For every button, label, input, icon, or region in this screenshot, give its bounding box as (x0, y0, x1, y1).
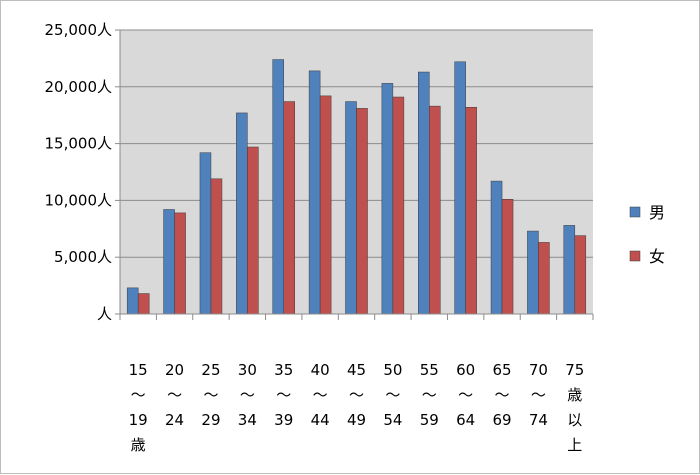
x-tick-label: 50 〜 54 (383, 361, 402, 429)
x-tick-label-line: 〜 (131, 386, 146, 404)
x-tick-label-line: 49 (347, 411, 366, 429)
x-tick-label-line: 15 (129, 361, 148, 379)
y-tick-label: 5,000人 (54, 248, 112, 266)
x-tick-label-line: 29 (201, 411, 220, 429)
y-tick-label: 10,000人 (45, 191, 113, 209)
y-tick-label: 25,000人 (45, 21, 113, 39)
bar-女-7 (392, 96, 405, 315)
x-tick-label-line: 69 (492, 411, 511, 429)
x-tick-label-line: 64 (456, 411, 475, 429)
x-tick-label-line: 〜 (349, 386, 364, 404)
x-tick-label-line: 歳 (567, 386, 582, 404)
bar-男-2 (199, 152, 212, 315)
x-tick-label-line: 〜 (240, 386, 255, 404)
x-tick-label-line: 以 (567, 411, 582, 429)
x-tick-label-line: 〜 (385, 386, 400, 404)
x-tick-label-line: 〜 (531, 386, 546, 404)
x-tick-label: 40 〜 44 (311, 361, 330, 429)
bar-男-6 (345, 101, 357, 315)
x-tick-label-line: 30 (238, 361, 257, 379)
x-tick-label-line: 65 (492, 361, 511, 379)
x-tick-labels: 15〜19歳20〜2425〜2930〜3435〜3940〜4445〜4950〜5… (129, 361, 585, 454)
x-tick-label-line: 59 (420, 411, 439, 429)
x-tick-label: 30 〜 34 (238, 361, 257, 429)
bar-男-1 (163, 209, 175, 315)
bar-男-11 (527, 230, 539, 315)
x-tick-label-line: 〜 (495, 386, 510, 404)
x-tick-label-line: 24 (165, 411, 184, 429)
x-tick-label-line: 20 (165, 361, 184, 379)
x-tick-label-line: 〜 (422, 386, 437, 404)
bar-男-7 (381, 83, 394, 315)
x-tick-label: 20 〜 24 (165, 361, 184, 429)
x-tick-label-line: 〜 (167, 386, 182, 404)
bar-女-10 (501, 199, 514, 315)
x-tick-label-line: 〜 (203, 386, 218, 404)
x-tick-label: 25 〜 29 (201, 361, 220, 429)
y-tick-label: 20,000人 (45, 78, 113, 96)
x-tick-label: 60 〜 64 (456, 361, 475, 429)
legend-swatch (629, 206, 641, 218)
bar-女-5 (319, 95, 332, 315)
y-tick-label: 人 (97, 305, 112, 323)
y-tick-labels: 人 5,000人 10,000人 15,000人 20,000人 25,000人 (45, 21, 113, 323)
bar-女-2 (210, 178, 223, 315)
x-tick-label-line: 54 (383, 411, 402, 429)
bar-女-8 (429, 105, 441, 315)
x-tick-label-line: 40 (311, 361, 330, 379)
bar-女-6 (356, 108, 368, 315)
x-tick-label-line: 〜 (276, 386, 291, 404)
bar-男-0 (126, 287, 139, 315)
bar-男-5 (308, 70, 321, 315)
x-tick-label-line: 45 (347, 361, 366, 379)
bar-女-11 (538, 242, 550, 315)
bar-男-10 (490, 180, 503, 315)
x-tick-label-line: 39 (274, 411, 293, 429)
x-tick-label-line: 74 (529, 411, 548, 429)
bar-男-4 (272, 59, 284, 315)
legend-swatch (629, 250, 641, 262)
x-tick-label-line: 60 (456, 361, 475, 379)
bar-女-12 (574, 235, 587, 315)
x-tick-label-line: 上 (567, 436, 582, 454)
bar-男-8 (418, 71, 430, 315)
legend-label: 男 (649, 203, 665, 222)
x-tick-label-line: 35 (274, 361, 293, 379)
bar-女-0 (137, 293, 150, 315)
bar-女-9 (465, 106, 477, 315)
x-tick-label: 75 歳以上 (565, 361, 584, 454)
y-tick-label: 15,000人 (45, 135, 113, 153)
bar-女-4 (283, 101, 295, 315)
axes (115, 29, 594, 320)
x-tick-label-line: 44 (311, 411, 330, 429)
x-tick-label-line: 〜 (458, 386, 473, 404)
x-tick-label-line: 19 (129, 411, 148, 429)
x-tick-label: 35 〜 39 (274, 361, 293, 429)
bar-女-1 (174, 212, 186, 315)
x-tick-label-line: 34 (238, 411, 257, 429)
x-tick-label: 45 〜 49 (347, 361, 366, 429)
x-tick-label-line: 75 (565, 361, 584, 379)
x-tick-label-line: 歳 (131, 436, 146, 454)
x-tick-label: 65 〜 69 (492, 361, 511, 429)
x-tick-label: 70 〜 74 (529, 361, 548, 429)
bar-男-9 (454, 61, 466, 315)
bar-女-3 (247, 146, 259, 315)
bar-男-12 (563, 225, 576, 315)
legend-label: 女 (649, 247, 665, 266)
legend: 男女 (629, 203, 665, 266)
x-tick-label-line: 55 (420, 361, 439, 379)
bar-男-3 (236, 112, 248, 315)
x-tick-label-line: 70 (529, 361, 548, 379)
x-tick-label: 15 〜 19 歳 (129, 361, 148, 454)
x-tick-label-line: 〜 (313, 386, 328, 404)
x-tick-label-line: 25 (201, 361, 220, 379)
x-tick-label-line: 50 (383, 361, 402, 379)
x-tick-label: 55 〜 59 (420, 361, 439, 429)
